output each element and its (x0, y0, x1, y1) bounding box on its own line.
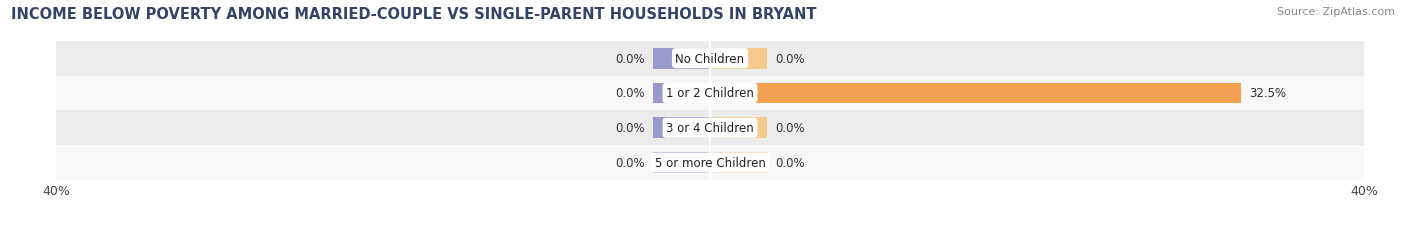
Bar (652, 83, 710, 104)
Text: INCOME BELOW POVERTY AMONG MARRIED-COUPLE VS SINGLE-PARENT HOUSEHOLDS IN BRYANT: INCOME BELOW POVERTY AMONG MARRIED-COUPL… (11, 7, 817, 22)
Text: 0.0%: 0.0% (614, 52, 644, 65)
Text: 0.0%: 0.0% (614, 87, 644, 100)
Text: 0.0%: 0.0% (776, 122, 806, 135)
Bar (56, 76, 1364, 111)
Bar (710, 49, 768, 69)
Text: 1 or 2 Children: 1 or 2 Children (666, 87, 754, 100)
Bar (56, 42, 1364, 76)
Bar (710, 83, 1241, 104)
Text: No Children: No Children (675, 52, 745, 65)
Bar (652, 49, 710, 69)
Text: 0.0%: 0.0% (614, 156, 644, 169)
Text: 5 or more Children: 5 or more Children (655, 156, 765, 169)
Text: 0.0%: 0.0% (776, 156, 806, 169)
Text: Source: ZipAtlas.com: Source: ZipAtlas.com (1277, 7, 1395, 17)
Bar (652, 152, 710, 173)
Bar (710, 118, 768, 139)
Bar (652, 118, 710, 139)
Text: 0.0%: 0.0% (776, 52, 806, 65)
Bar (56, 111, 1364, 146)
Text: 0.0%: 0.0% (614, 122, 644, 135)
Text: 3 or 4 Children: 3 or 4 Children (666, 122, 754, 135)
Bar (56, 146, 1364, 180)
Bar (710, 152, 768, 173)
Text: 32.5%: 32.5% (1250, 87, 1286, 100)
